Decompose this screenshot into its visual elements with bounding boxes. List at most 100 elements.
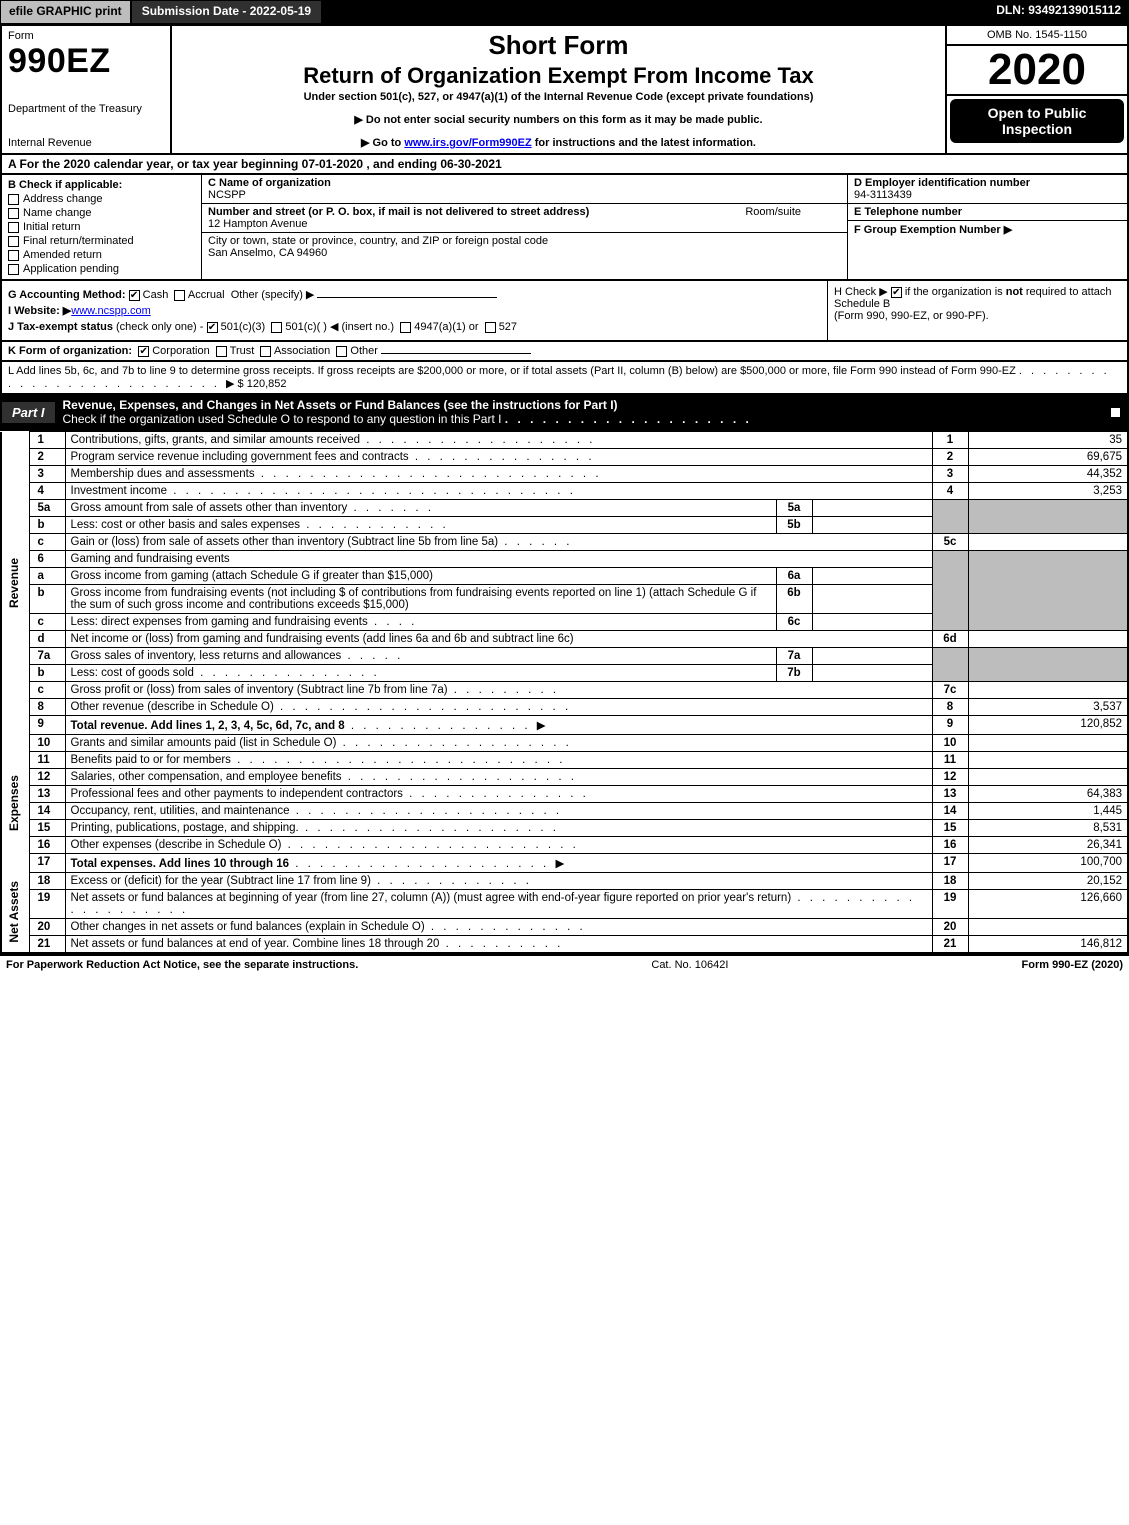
efile-print-button[interactable]: efile GRAPHIC print bbox=[0, 0, 131, 24]
row-a-tax-year: A For the 2020 calendar year, or tax yea… bbox=[0, 155, 1129, 175]
chk-cash[interactable]: ✔ bbox=[129, 290, 140, 301]
form-header: Form 990EZ Department of the Treasury In… bbox=[0, 24, 1129, 155]
omb-number: OMB No. 1545-1150 bbox=[947, 26, 1127, 46]
form-id-footer: Form 990-EZ (2020) bbox=[1022, 959, 1123, 971]
line-4-value: 3,253 bbox=[968, 483, 1128, 500]
org-name-label: C Name of organization bbox=[208, 177, 841, 189]
chk-schedule-b[interactable]: ✔ bbox=[891, 287, 902, 298]
line-4: 4 Investment income . . . . . . . . . . … bbox=[1, 483, 1128, 500]
chk-501c[interactable] bbox=[271, 322, 282, 333]
line-20: 20 Other changes in net assets or fund b… bbox=[1, 919, 1128, 936]
form-word: Form bbox=[8, 30, 164, 42]
col-b-header: B Check if applicable: bbox=[8, 179, 195, 191]
city-label: City or town, state or province, country… bbox=[208, 235, 841, 247]
part-i-label: Part I bbox=[2, 402, 55, 423]
chk-527[interactable] bbox=[485, 322, 496, 333]
line-16-value: 26,341 bbox=[968, 837, 1128, 854]
line-11-value bbox=[968, 752, 1128, 769]
line-2: 2 Program service revenue including gove… bbox=[1, 449, 1128, 466]
netassets-side-label: Net Assets bbox=[7, 881, 21, 943]
chk-name-change[interactable]: Name change bbox=[8, 207, 195, 219]
part-i-title: Revenue, Expenses, and Changes in Net As… bbox=[63, 398, 618, 412]
title-column: Short Form Return of Organization Exempt… bbox=[172, 26, 947, 153]
ghij-block: G Accounting Method: ✔ Cash Accrual Othe… bbox=[0, 281, 1129, 342]
row-k: K Form of organization: ✔ Corporation Tr… bbox=[0, 342, 1129, 362]
org-name-value: NCSPP bbox=[208, 189, 841, 201]
return-title: Return of Organization Exempt From Incom… bbox=[178, 63, 939, 89]
revenue-side-label: Revenue bbox=[7, 558, 21, 608]
part-i-header: Part I Revenue, Expenses, and Changes in… bbox=[0, 395, 1129, 431]
line-3: 3 Membership dues and assessments . . . … bbox=[1, 466, 1128, 483]
dln: DLN: 93492139015112 bbox=[988, 0, 1129, 24]
chk-501c3[interactable]: ✔ bbox=[207, 322, 218, 333]
line-7c: c Gross profit or (loss) from sales of i… bbox=[1, 682, 1128, 699]
column-b: B Check if applicable: Address change Na… bbox=[2, 175, 202, 279]
org-info-block: B Check if applicable: Address change Na… bbox=[0, 175, 1129, 281]
chk-address-change[interactable]: Address change bbox=[8, 193, 195, 205]
chk-4947[interactable] bbox=[400, 322, 411, 333]
right-column: OMB No. 1545-1150 2020 Open to Public In… bbox=[947, 26, 1127, 153]
part-i-table: Revenue 1 Contributions, gifts, grants, … bbox=[0, 431, 1129, 954]
paperwork-notice: For Paperwork Reduction Act Notice, see … bbox=[6, 959, 358, 971]
line-14: 14 Occupancy, rent, utilities, and maint… bbox=[1, 803, 1128, 820]
line-21-value: 146,812 bbox=[968, 936, 1128, 954]
page-footer: For Paperwork Reduction Act Notice, see … bbox=[0, 954, 1129, 974]
line-3-value: 44,352 bbox=[968, 466, 1128, 483]
arrow-icon: ▶ bbox=[555, 858, 564, 870]
line-7c-value bbox=[968, 682, 1128, 699]
line-8: 8 Other revenue (describe in Schedule O)… bbox=[1, 699, 1128, 716]
line-1: Revenue 1 Contributions, gifts, grants, … bbox=[1, 432, 1128, 449]
line-15: 15 Printing, publications, postage, and … bbox=[1, 820, 1128, 837]
line-10: Expenses 10 Grants and similar amounts p… bbox=[1, 735, 1128, 752]
line-5c-value bbox=[968, 534, 1128, 551]
under-section: Under section 501(c), 527, or 4947(a)(1)… bbox=[178, 91, 939, 103]
arrow-icon: ▶ bbox=[537, 720, 546, 732]
line-17: 17 Total expenses. Add lines 10 through … bbox=[1, 854, 1128, 873]
line-19: 19 Net assets or fund balances at beginn… bbox=[1, 890, 1128, 919]
gross-receipts-amount: ▶ $ 120,852 bbox=[226, 378, 286, 390]
part-i-check-text: Check if the organization used Schedule … bbox=[63, 412, 502, 426]
line-7a: 7a Gross sales of inventory, less return… bbox=[1, 648, 1128, 665]
line-9: 9 Total revenue. Add lines 1, 2, 3, 4, 5… bbox=[1, 716, 1128, 735]
chk-trust[interactable] bbox=[216, 346, 227, 357]
goto-pre: ▶ Go to bbox=[361, 137, 404, 149]
topbar: efile GRAPHIC print Submission Date - 20… bbox=[0, 0, 1129, 24]
short-form-title: Short Form bbox=[178, 30, 939, 61]
line-9-value: 120,852 bbox=[968, 716, 1128, 735]
column-c: C Name of organization NCSPP Number and … bbox=[202, 175, 847, 279]
chk-amended-return[interactable]: Amended return bbox=[8, 249, 195, 261]
line-h: H Check ▶ ✔ if the organization is not r… bbox=[827, 281, 1127, 340]
line-1-value: 35 bbox=[968, 432, 1128, 449]
chk-application-pending[interactable]: Application pending bbox=[8, 263, 195, 275]
line-10-value bbox=[968, 735, 1128, 752]
chk-schedule-o-part-i[interactable]: ✔ bbox=[1110, 407, 1121, 418]
chk-initial-return[interactable]: Initial return bbox=[8, 221, 195, 233]
open-to-public: Open to Public Inspection bbox=[950, 99, 1124, 143]
chk-other-org[interactable] bbox=[336, 346, 347, 357]
chk-corporation[interactable]: ✔ bbox=[138, 346, 149, 357]
line-18: Net Assets 18 Excess or (deficit) for th… bbox=[1, 873, 1128, 890]
line-5c: c Gain or (loss) from sale of assets oth… bbox=[1, 534, 1128, 551]
addr-value: 12 Hampton Avenue bbox=[208, 218, 841, 230]
ein-label: D Employer identification number bbox=[854, 177, 1121, 189]
line-5a: 5a Gross amount from sale of assets othe… bbox=[1, 500, 1128, 517]
tel-label: E Telephone number bbox=[854, 206, 1121, 218]
column-def: D Employer identification number 94-3113… bbox=[847, 175, 1127, 279]
line-13-value: 64,383 bbox=[968, 786, 1128, 803]
line-g: G Accounting Method: ✔ Cash Accrual Othe… bbox=[8, 288, 821, 301]
line-8-value: 3,537 bbox=[968, 699, 1128, 716]
chk-final-return[interactable]: Final return/terminated bbox=[8, 235, 195, 247]
internal-revenue: Internal Revenue bbox=[8, 137, 164, 149]
city-value: San Anselmo, CA 94960 bbox=[208, 247, 841, 259]
irs-link[interactable]: www.irs.gov/Form990EZ bbox=[404, 137, 531, 149]
submission-date: Submission Date - 2022-05-19 bbox=[131, 0, 322, 24]
line-15-value: 8,531 bbox=[968, 820, 1128, 837]
group-exemption-label: F Group Exemption Number ▶ bbox=[854, 223, 1121, 236]
ein-value: 94-3113439 bbox=[854, 189, 1121, 201]
chk-accrual[interactable] bbox=[174, 290, 185, 301]
line-6d-value bbox=[968, 631, 1128, 648]
line-19-value: 126,660 bbox=[968, 890, 1128, 919]
chk-association[interactable] bbox=[260, 346, 271, 357]
line-14-value: 1,445 bbox=[968, 803, 1128, 820]
website-link[interactable]: www.ncspp.com bbox=[71, 305, 150, 317]
